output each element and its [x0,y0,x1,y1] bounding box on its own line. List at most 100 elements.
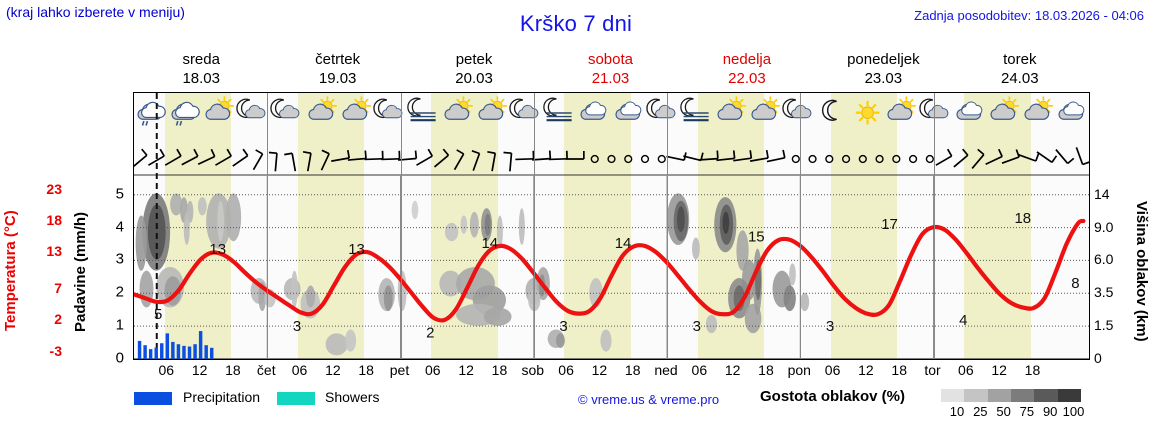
wind-barb [364,150,384,161]
precipitation-tick: 0 [115,349,124,367]
temperature-max-label: 14 [615,235,632,252]
chart-legend: Precipitation Showers [0,388,1152,434]
temperature-max-label: 15 [748,229,765,246]
sun-cloud-icon [714,96,748,136]
temperature-min-label: 2 [426,324,434,341]
density-step [1010,389,1035,402]
wind-calm-symbol [657,154,666,164]
wind-barb [953,148,969,168]
day-name: nedelja [722,51,772,68]
day-date: 21.03 [591,70,630,87]
wind-barb [134,148,148,168]
sun-cloud-icon [475,96,509,136]
moon-cloud-icon [646,96,680,136]
last-updated: Zadnja posodobitev: 18.03.2026 - 04:06 [914,8,1144,23]
cloud-blob [439,270,462,297]
time-label: 12 [724,362,741,378]
wind-barb [284,152,297,172]
time-label: 12 [458,362,474,378]
wind-calm-symbol [875,154,884,164]
wind-barb [487,151,497,172]
cloud-blob [183,211,190,245]
precipitation-swatch [134,392,172,405]
rain-cloud-icon [168,96,202,136]
day-name: sreda [182,51,220,68]
temperature-tick: 2 [54,311,62,328]
temperature-max-label: 14 [481,235,498,252]
wind-calm-symbol [624,154,633,164]
density-step [987,389,1011,402]
temperature-min-label: 3 [826,318,834,335]
wind-barb [347,150,367,161]
day-date: 23.03 [864,70,903,87]
cloud-blob [411,200,419,220]
time-label: 12 [325,362,341,378]
time-label: 18 [491,362,508,378]
density-step [1057,389,1081,402]
wind-barb [971,148,985,170]
temperature-end-label: 8 [1071,275,1079,292]
precipitation-legend-label: Precipitation [183,389,261,405]
sun-cloud-icon [1021,96,1055,136]
wind-barb [381,150,401,161]
cloud-blob [225,193,242,242]
time-label: pon [787,362,811,378]
cloud-blob [344,329,357,352]
cloud-density-scale-numbers: 10 25 50 75 90 100 [935,404,1095,420]
wind-calm-symbol [808,154,817,164]
density-step [1034,389,1058,402]
temperature-axis-title: Temperatura (°C) [2,210,19,332]
day-date: 18.03 [182,70,220,87]
cloud-height-tick: 1.5 [1094,317,1114,334]
day-separator [267,93,269,359]
precipitation-tick: 1 [115,316,124,334]
cloud-icon [953,96,987,136]
density-scale-number: 10 [949,404,965,419]
wind-calm-symbol [908,154,918,164]
cloud-blob [383,285,393,312]
time-label: 06 [824,362,841,378]
precipitation-bar [154,347,158,359]
wind-barb [766,149,786,163]
cloud-blob [444,222,459,242]
temperature-max-label: 13 [348,241,365,258]
cloud-blob [783,285,796,312]
cloud-blob [147,204,166,260]
time-label: pet [389,362,410,378]
day-header-torek: torek 24.03 [952,50,1088,92]
sun-cloud-icon [748,96,782,136]
cloud-blob [469,211,479,238]
page-title: Krško 7 dni [519,11,633,36]
precipitation-axis-ticks: 5 4 3 2 1 0 [98,160,128,370]
cloud-blob [496,215,503,249]
temperature-max-label: 13 [209,241,226,258]
cloud-blob [677,206,685,233]
precipitation-axis-title: Padavine (mm/h) [72,211,89,333]
wind-barb [548,150,568,161]
time-label: sob [521,362,545,378]
sun-cloud-icon [441,96,475,136]
temperature-axis-ticks: 23 18 13 7 2 -3 [30,160,64,370]
temperature-tick: 18 [46,212,62,228]
wind-barb [302,151,312,172]
wind-barb [985,148,1003,165]
cloud-blob [555,333,565,348]
precipitation-bar [210,347,214,359]
wind-barb [1036,151,1058,164]
wind-barb [565,151,585,160]
sun-icon [850,96,884,136]
time-label: 18 [1024,362,1041,378]
time-label: 12 [191,362,208,378]
moon-cloud-icon [782,96,816,136]
day-header-ponedeljek: ponedeljek 23.03 [815,50,951,92]
precipitation-bar [160,343,164,359]
day-header-petek: petek 20.03 [406,50,542,92]
wind-barb [935,148,953,166]
sun-cloud-icon [305,96,339,136]
day-date: 24.03 [1001,70,1039,87]
cloud-height-tick: 3.5 [1094,284,1114,301]
cloud-height-axis-title: Višina oblakov (km) [1133,200,1150,342]
temperature-tick: 23 [46,180,62,197]
cloud-blob [483,307,512,326]
